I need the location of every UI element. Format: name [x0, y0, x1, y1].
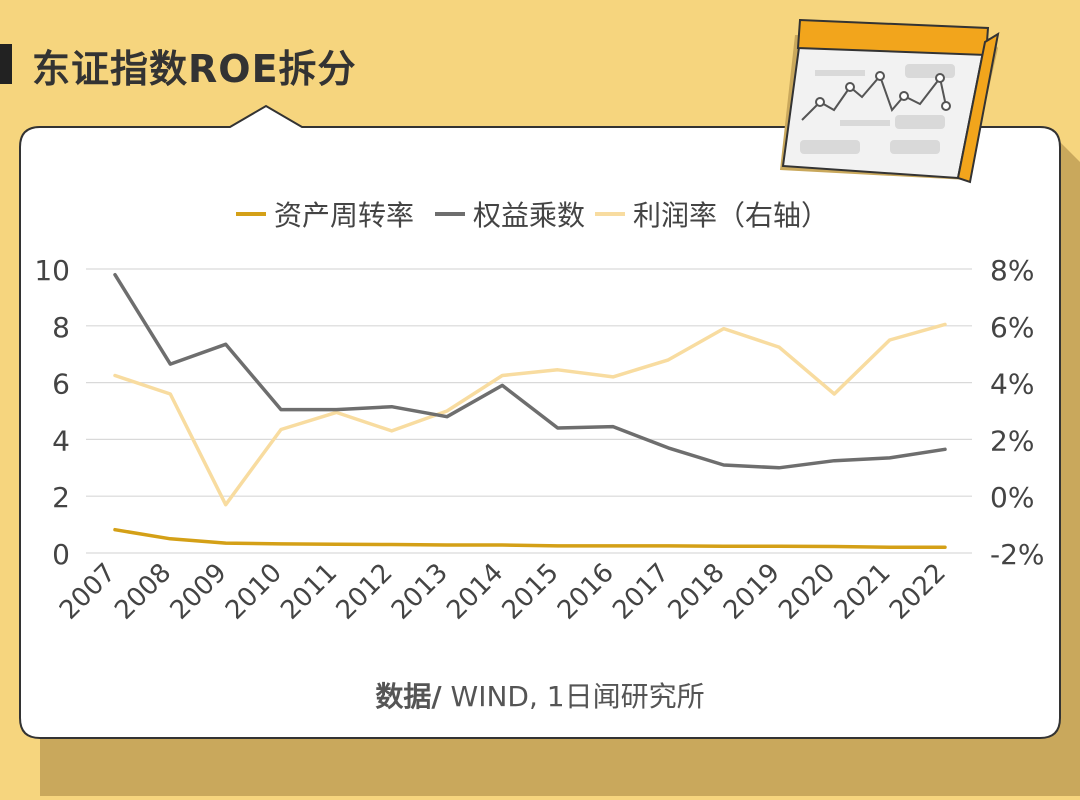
legend-label: 权益乘数: [473, 199, 585, 232]
x-tick-label: 2009: [165, 558, 233, 626]
title-marker: [0, 44, 12, 84]
x-tick-label: 2022: [884, 558, 952, 626]
grid-lines: [86, 268, 972, 554]
series-line: [113, 322, 947, 507]
x-tick-label: 2021: [829, 558, 897, 626]
x-tick-label: 2015: [497, 558, 565, 626]
x-tick-label: 2014: [441, 558, 509, 626]
x-tick-label: 2010: [220, 558, 288, 626]
x-tick-label: 2013: [386, 558, 454, 626]
source-note: 数据/ WIND, 1日闻研究所: [375, 680, 704, 713]
left-axis: 0 2 4 6 8 10: [34, 254, 70, 571]
y-left-tick-label: 6: [52, 368, 70, 401]
y-right-tick-label: 8%: [990, 254, 1034, 287]
legend: 资产周转率 权益乘数 利润率（右轴）: [236, 199, 829, 232]
series-line: [113, 527, 947, 550]
chart-calendar-icon: [780, 18, 1000, 184]
x-tick-label: 2017: [607, 558, 675, 626]
chart-panel: [19, 104, 1061, 739]
x-tick-label: 2008: [109, 558, 177, 626]
page-title: 东证指数ROE拆分: [32, 47, 357, 91]
right-axis: -2% 0% 2% 4% 6% 8%: [990, 254, 1045, 571]
x-tick-label: 2018: [663, 558, 731, 626]
x-tick-label: 2016: [552, 558, 620, 626]
x-tick-label: 2011: [275, 558, 343, 626]
series-line: [113, 272, 947, 470]
y-left-tick-label: 2: [52, 481, 70, 514]
y-right-tick-label: 6%: [990, 311, 1034, 344]
y-left-tick-label: 4: [52, 424, 70, 457]
y-right-tick-label: -2%: [990, 538, 1045, 571]
y-left-tick-label: 10: [34, 254, 70, 287]
source-label: 数据/: [375, 680, 442, 713]
x-axis: 2007200820092010201120122013201420152016…: [54, 558, 952, 626]
series-lines: [113, 272, 947, 550]
y-right-tick-label: 4%: [990, 368, 1034, 401]
y-left-tick-label: 8: [52, 311, 70, 344]
source-text: WIND, 1日闻研究所: [442, 680, 705, 713]
y-right-tick-label: 2%: [990, 424, 1034, 457]
x-tick-label: 2020: [773, 558, 841, 626]
x-tick-label: 2019: [718, 558, 786, 626]
y-left-tick-label: 0: [52, 538, 70, 571]
legend-label: 利润率（右轴）: [633, 199, 829, 232]
x-tick-label: 2012: [331, 558, 399, 626]
y-right-tick-label: 0%: [990, 481, 1034, 514]
legend-label: 资产周转率: [274, 199, 414, 232]
